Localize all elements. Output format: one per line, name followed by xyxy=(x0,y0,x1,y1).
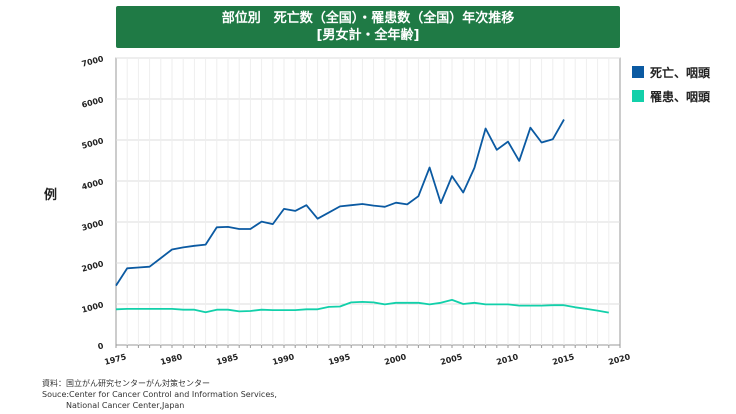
x-tick-label: 1995 xyxy=(327,352,351,367)
x-tick-label: 2010 xyxy=(495,352,519,367)
y-tick-label: 0 xyxy=(97,341,105,351)
x-tick-label: 2015 xyxy=(551,352,575,367)
legend-item-incidence: 罹患、咽頭 xyxy=(632,84,710,108)
chart-legend: 死亡、咽頭 罹患、咽頭 xyxy=(632,60,710,108)
x-tick-label: 2000 xyxy=(383,352,407,367)
x-tick-label: 1975 xyxy=(103,352,127,367)
y-tick-label: 1000 xyxy=(81,300,105,315)
source-line-3: National Cancer Center,Japan xyxy=(66,401,185,410)
legend-label-deaths: 死亡、咽頭 xyxy=(650,65,711,80)
legend-swatch-incidence xyxy=(632,90,644,102)
x-tick-label: 2005 xyxy=(439,352,463,367)
y-axis-label: 例 xyxy=(44,188,58,203)
legend-label-incidence: 罹患、咽頭 xyxy=(650,89,711,104)
chart-title-line1: 部位別 死亡数（全国）・罹患数（全国）年次推移 xyxy=(221,11,515,26)
source-note: 資料：国立がん研究センターがん対策センター Souce:Center for C… xyxy=(42,378,277,411)
series-line-deaths xyxy=(115,119,565,287)
y-tick-label: 5000 xyxy=(81,136,105,151)
x-tick-label: 1980 xyxy=(159,352,183,367)
chart-title-line2: [男女計・全年齢] xyxy=(316,28,420,43)
y-tick-label: 3000 xyxy=(81,218,105,233)
y-tick-label: 6000 xyxy=(81,95,105,110)
y-tick-label: 2000 xyxy=(81,259,105,274)
y-tick-label: 7000 xyxy=(81,54,105,69)
source-line-1: 資料：国立がん研究センターがん対策センター xyxy=(42,379,210,388)
x-tick-label: 1985 xyxy=(215,352,239,367)
series-line-incidence xyxy=(115,298,609,314)
y-tick-label: 4000 xyxy=(81,177,105,192)
source-line-2: Souce:Center for Cancer Control and Info… xyxy=(42,390,277,399)
chart-title-banner: 部位別 死亡数（全国）・罹患数（全国）年次推移 [男女計・全年齢] xyxy=(116,6,620,48)
x-tick-label: 2020 xyxy=(607,352,631,367)
legend-swatch-deaths xyxy=(632,66,644,78)
legend-item-deaths: 死亡、咽頭 xyxy=(632,60,710,84)
x-tick-label: 1990 xyxy=(271,352,295,367)
